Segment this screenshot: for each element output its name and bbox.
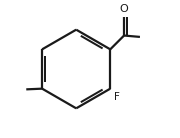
Text: F: F: [114, 92, 120, 102]
Text: O: O: [120, 4, 129, 14]
